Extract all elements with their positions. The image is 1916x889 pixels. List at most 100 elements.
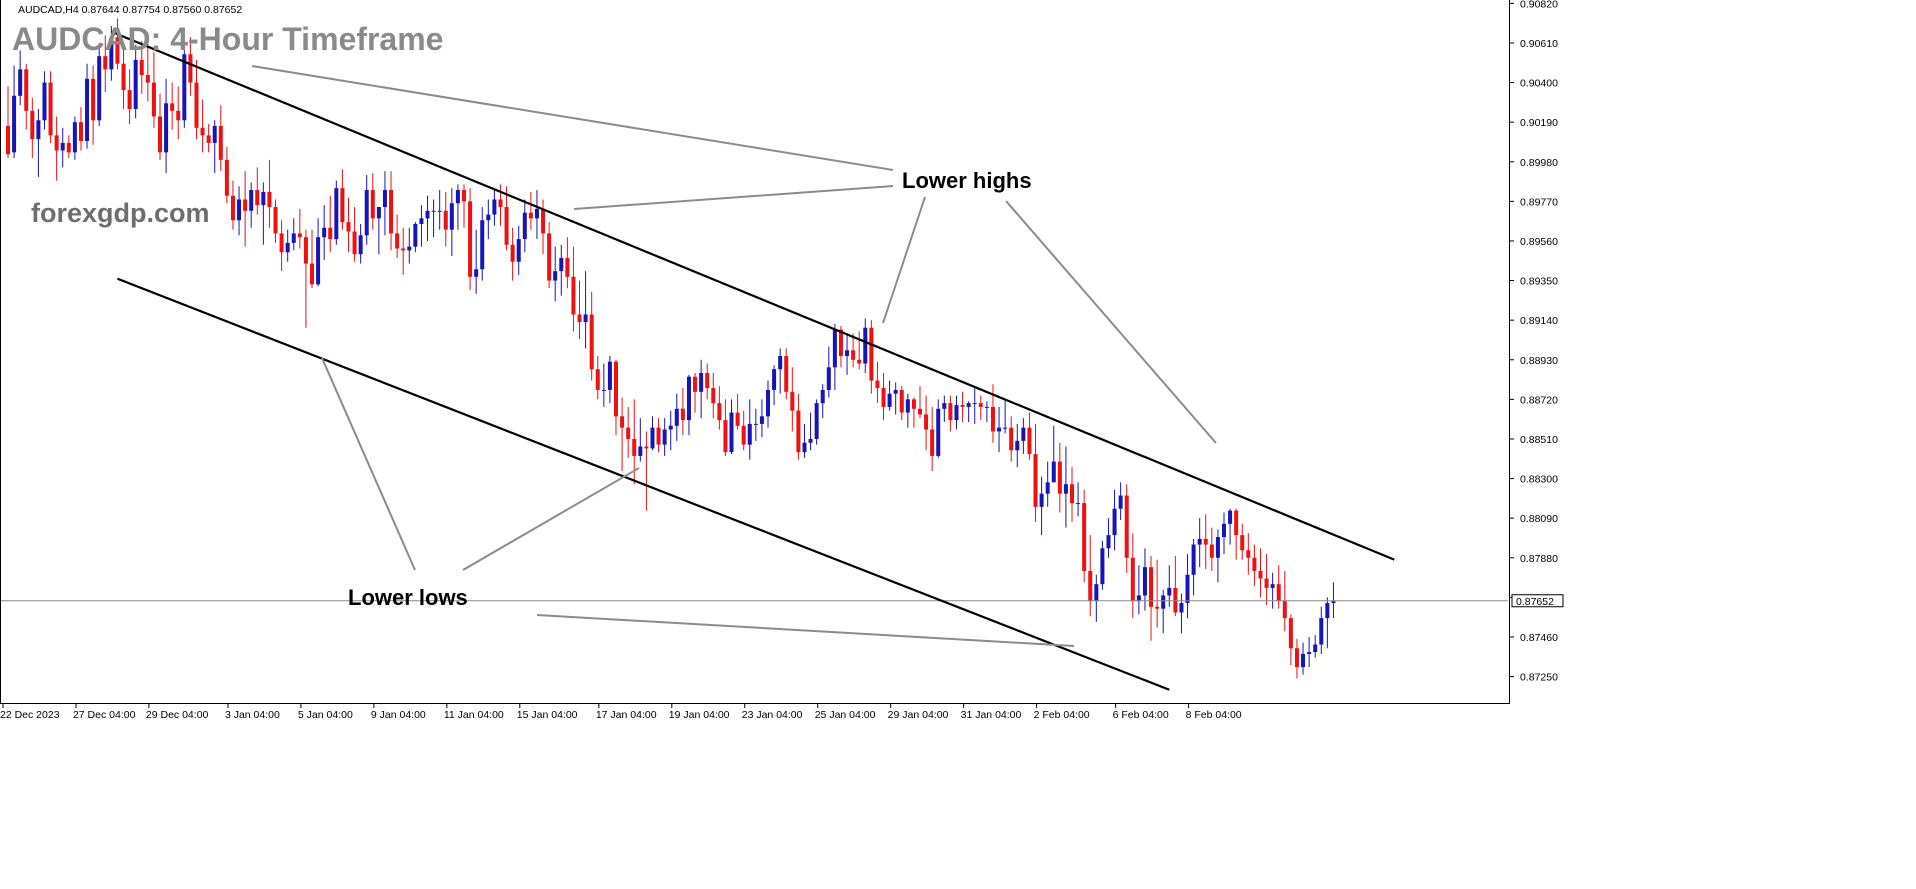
x-tick-label: 29 Jan 04:00	[888, 709, 949, 721]
candle	[480, 207, 485, 281]
candle-body	[595, 369, 600, 390]
candle-body	[911, 399, 916, 409]
candle	[1155, 559, 1160, 628]
candle-body	[869, 327, 874, 381]
candle	[1076, 482, 1081, 517]
candle-body	[48, 82, 53, 136]
candle	[279, 220, 284, 272]
candle	[1149, 555, 1154, 641]
candle	[784, 348, 789, 400]
candle-body	[1088, 570, 1093, 602]
candle	[437, 190, 442, 230]
candle	[577, 280, 582, 340]
y-tick-label: 0.90610	[1520, 38, 1558, 50]
candle-body	[1021, 427, 1026, 441]
candle-body	[753, 423, 758, 425]
candle	[78, 107, 83, 151]
upper-channel-line	[110, 30, 1395, 561]
candle-body	[741, 425, 746, 445]
candle	[729, 399, 734, 455]
candle-body	[857, 359, 862, 364]
candle-body	[474, 269, 479, 277]
annotation-lower-highs: Lower highs	[902, 168, 1032, 193]
candle-body	[1124, 495, 1129, 558]
candle-body	[547, 233, 552, 281]
candle	[747, 399, 752, 460]
candle	[291, 218, 296, 251]
candle-body	[85, 78, 90, 142]
x-tick-label: 15 Jan 04:00	[517, 709, 578, 721]
candle-body	[1215, 537, 1220, 558]
candle	[766, 380, 770, 428]
candle	[115, 18, 120, 70]
candle-body	[522, 212, 527, 240]
candle-body	[492, 199, 497, 215]
candle-body	[6, 125, 10, 155]
candle	[741, 410, 746, 451]
candle	[1039, 476, 1044, 536]
candle	[1167, 565, 1172, 607]
candle-body	[1076, 503, 1081, 505]
candle-body	[881, 388, 886, 407]
candle-body	[1222, 523, 1226, 538]
candle-body	[1258, 570, 1263, 579]
candle	[1130, 533, 1135, 619]
candle	[413, 222, 418, 253]
current-price-value: 0.87652	[1516, 596, 1554, 608]
candle	[534, 190, 539, 240]
x-tick-label: 5 Jan 04:00	[298, 709, 353, 721]
candle	[206, 124, 211, 153]
candle	[1112, 489, 1117, 551]
candle	[72, 116, 77, 160]
candle-body	[1045, 482, 1050, 494]
candle	[30, 97, 35, 159]
candle-body	[182, 54, 187, 121]
candle-body	[1209, 544, 1214, 558]
candle-body	[838, 329, 843, 356]
watermark: forexgdp.com	[31, 198, 210, 228]
candle-body	[1270, 584, 1275, 588]
candle	[626, 406, 631, 458]
candle	[832, 323, 837, 390]
candle	[249, 182, 254, 228]
candle-body	[1325, 603, 1330, 619]
x-tick-label: 23 Jan 04:00	[742, 709, 803, 721]
candle-body	[528, 212, 533, 219]
candle	[790, 367, 795, 432]
candle-body	[814, 403, 819, 439]
candle-body	[1252, 557, 1257, 571]
candle-body	[1161, 595, 1166, 609]
candle-body	[978, 403, 983, 407]
candle	[510, 227, 515, 281]
candle	[358, 223, 363, 264]
candle-body	[1307, 652, 1312, 654]
candle-body	[1288, 618, 1293, 649]
x-tick-label: 25 Jan 04:00	[815, 709, 876, 721]
candle-body	[1149, 567, 1154, 607]
candle-body	[103, 56, 108, 70]
candle-body	[626, 427, 631, 439]
candle	[1051, 425, 1056, 483]
candle-body	[346, 222, 351, 232]
lower-high-pointer-1	[251, 65, 894, 171]
candle-body	[802, 442, 807, 453]
candle	[936, 399, 941, 458]
candle-body	[285, 242, 290, 253]
candle-body	[78, 122, 83, 142]
candle-body	[419, 218, 424, 224]
candle-body	[449, 203, 454, 230]
candle-body	[1130, 557, 1135, 602]
candle-body	[1039, 493, 1044, 507]
candle	[316, 218, 321, 287]
candle-body	[91, 78, 96, 121]
candle-body	[1167, 587, 1172, 596]
candle-body	[541, 208, 546, 234]
candle-body	[650, 427, 655, 449]
candle-body	[534, 208, 539, 219]
candle	[176, 86, 181, 140]
candle-body	[425, 210, 430, 219]
y-tick-label: 0.90190	[1520, 117, 1558, 129]
x-tick-label: 3 Jan 04:00	[225, 709, 280, 721]
